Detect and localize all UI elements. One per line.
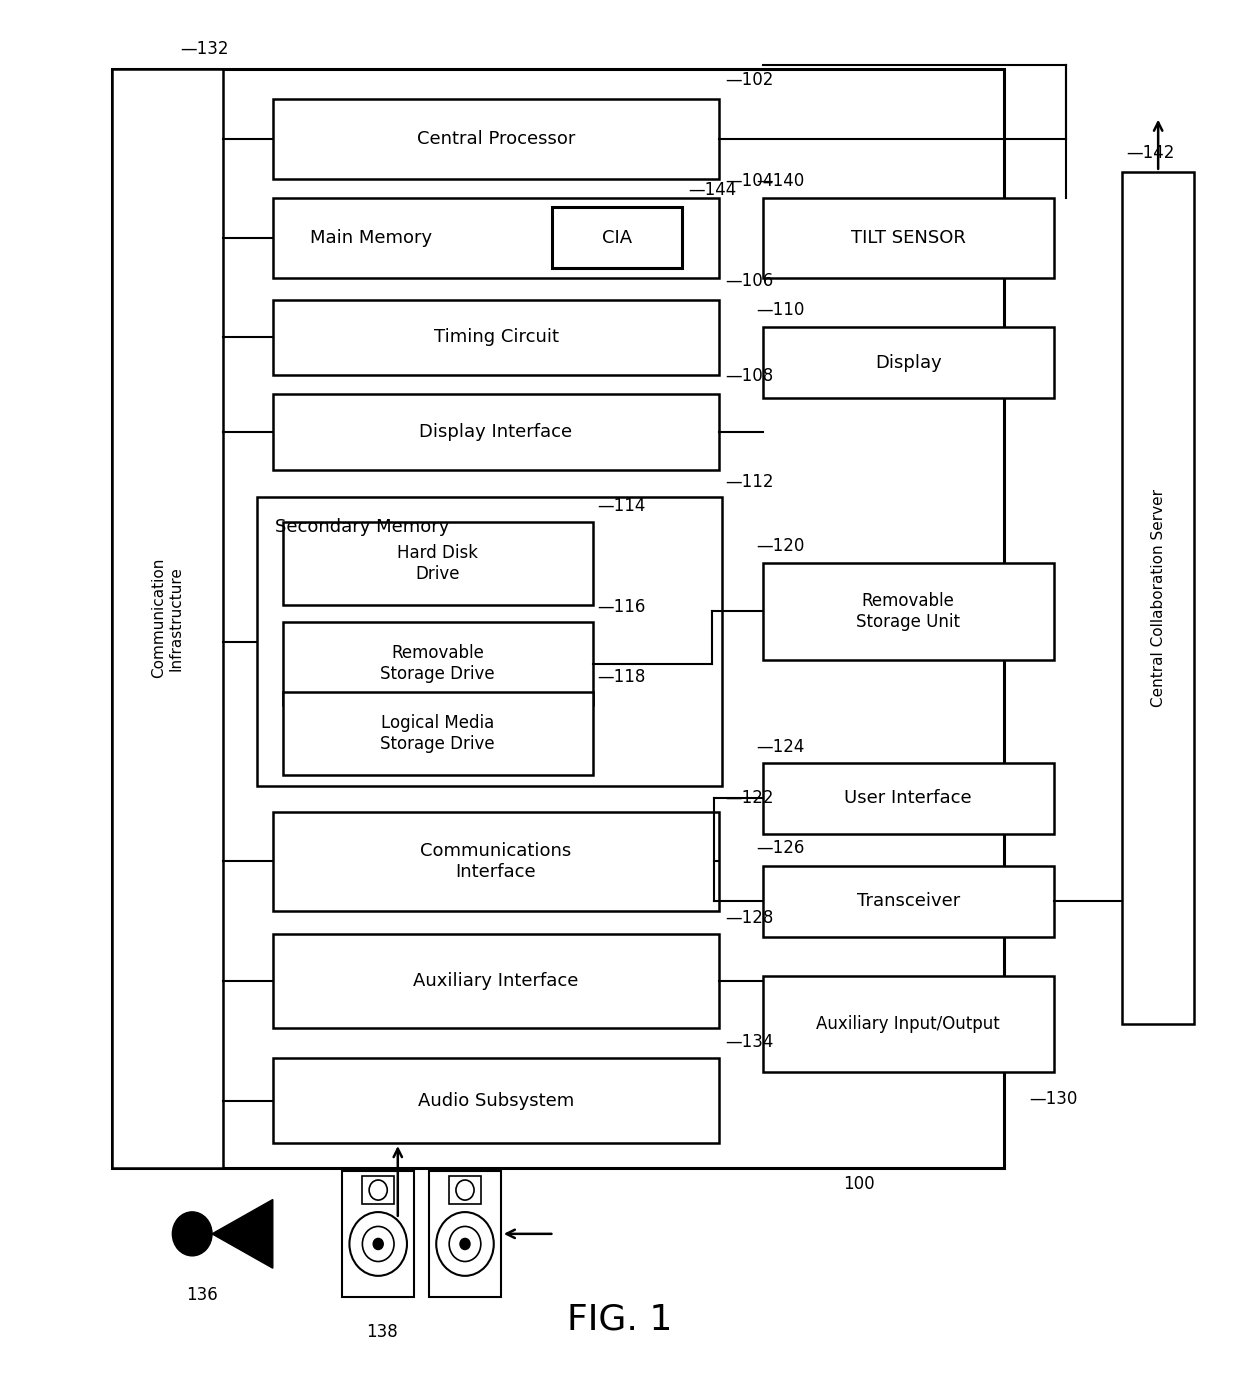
Text: Display: Display	[875, 353, 941, 372]
Bar	[763, 866, 1054, 937]
Text: 136: 136	[186, 1286, 218, 1304]
Bar	[763, 198, 1054, 278]
Text: —112: —112	[725, 473, 774, 491]
Bar	[763, 327, 1054, 398]
Text: User Interface: User Interface	[844, 789, 972, 808]
Text: —120: —120	[756, 537, 805, 555]
Text: Display Interface: Display Interface	[419, 423, 573, 441]
Text: —140: —140	[756, 172, 805, 190]
Text: Main Memory: Main Memory	[310, 228, 432, 247]
Circle shape	[460, 1238, 470, 1249]
Text: Central Collaboration Server: Central Collaboration Server	[1151, 489, 1166, 706]
Text: —110: —110	[756, 301, 805, 319]
Bar	[283, 522, 593, 605]
Bar	[273, 394, 719, 470]
Bar	[273, 1058, 719, 1143]
Bar	[283, 692, 593, 775]
Text: —142: —142	[1126, 144, 1174, 162]
Bar	[552, 207, 682, 268]
Bar	[449, 1176, 481, 1204]
Text: —144: —144	[688, 181, 737, 199]
Text: —108: —108	[725, 367, 774, 385]
Text: —106: —106	[725, 272, 774, 290]
Bar	[283, 622, 593, 705]
Bar	[763, 563, 1054, 660]
Text: Communication
Infrastructure: Communication Infrastructure	[151, 558, 184, 679]
Text: —102: —102	[725, 71, 774, 89]
Text: —126: —126	[756, 840, 805, 857]
Text: FIG. 1: FIG. 1	[568, 1303, 672, 1336]
Text: Timing Circuit: Timing Circuit	[434, 328, 558, 346]
Bar	[429, 1171, 501, 1297]
Text: Hard Disk
Drive: Hard Disk Drive	[397, 544, 479, 583]
Bar	[112, 69, 223, 1168]
Text: 138: 138	[366, 1323, 398, 1341]
Text: —118: —118	[598, 668, 646, 686]
Text: Removable
Storage Unit: Removable Storage Unit	[857, 592, 960, 631]
Text: 100: 100	[843, 1175, 875, 1193]
Bar	[763, 976, 1054, 1072]
Text: Secondary Memory: Secondary Memory	[275, 518, 450, 536]
Text: —130: —130	[1029, 1090, 1078, 1107]
Polygon shape	[212, 1200, 273, 1268]
Text: —122: —122	[725, 789, 774, 807]
Circle shape	[172, 1212, 212, 1256]
Bar	[763, 763, 1054, 834]
Bar	[273, 198, 719, 278]
Text: CIA: CIA	[601, 228, 632, 247]
Bar	[342, 1171, 414, 1297]
Text: Auxiliary Input/Output: Auxiliary Input/Output	[816, 1014, 1001, 1033]
Text: TILT SENSOR: TILT SENSOR	[851, 228, 966, 247]
Bar	[112, 69, 1004, 1168]
Bar	[273, 812, 719, 911]
Text: Logical Media
Storage Drive: Logical Media Storage Drive	[381, 714, 495, 753]
Text: Communications
Interface: Communications Interface	[420, 842, 572, 881]
Bar	[273, 934, 719, 1028]
Bar	[362, 1176, 394, 1204]
Text: Audio Subsystem: Audio Subsystem	[418, 1091, 574, 1110]
Bar	[1122, 172, 1194, 1024]
Text: —128: —128	[725, 910, 774, 927]
Text: —124: —124	[756, 738, 805, 756]
Text: —132: —132	[180, 40, 228, 58]
Bar	[273, 99, 719, 179]
Bar	[257, 497, 722, 786]
Bar	[273, 300, 719, 375]
Text: Transceiver: Transceiver	[857, 892, 960, 911]
Text: —114: —114	[598, 497, 646, 515]
Text: Auxiliary Interface: Auxiliary Interface	[413, 971, 579, 991]
Text: —116: —116	[598, 598, 646, 616]
Text: Central Processor: Central Processor	[417, 129, 575, 148]
Circle shape	[373, 1238, 383, 1249]
Text: Removable
Storage Drive: Removable Storage Drive	[381, 644, 495, 683]
Text: —134: —134	[725, 1033, 774, 1051]
Text: —104: —104	[725, 172, 774, 190]
